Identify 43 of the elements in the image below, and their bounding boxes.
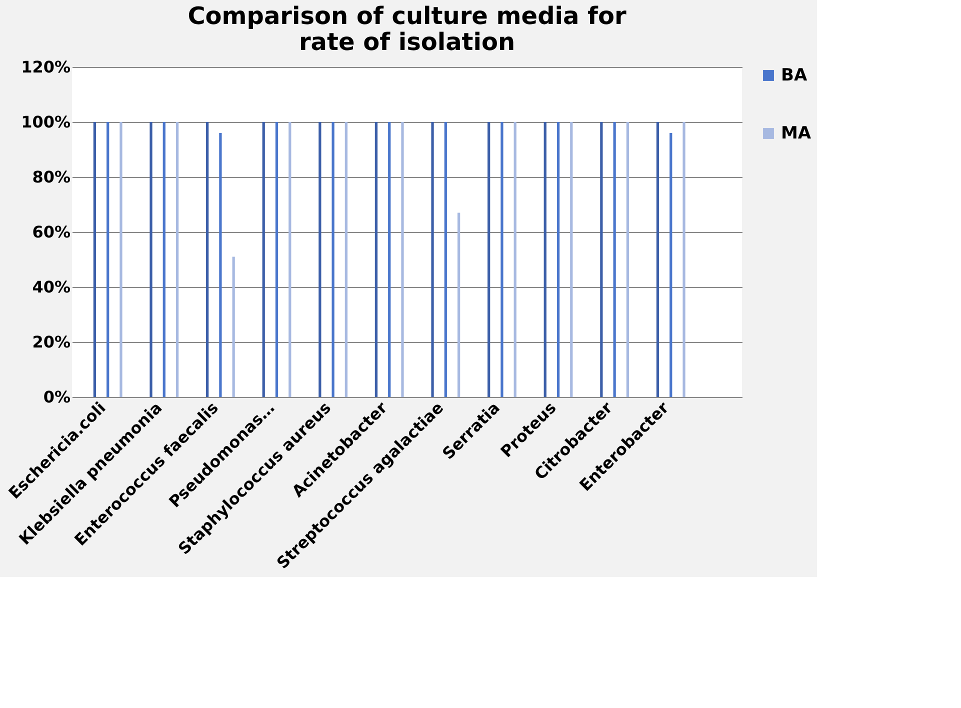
y-tick-label: 120% — [21, 58, 70, 76]
legend-label: BA — [781, 66, 808, 86]
bar — [656, 122, 660, 397]
bar — [600, 122, 603, 397]
bar — [431, 122, 434, 397]
bar — [544, 122, 546, 397]
bar — [275, 122, 278, 397]
bar — [288, 122, 292, 397]
bar — [162, 122, 166, 397]
y-tick-label: 80% — [32, 168, 70, 186]
bar — [344, 122, 348, 397]
bar — [150, 122, 152, 397]
bar — [613, 122, 616, 397]
bar — [514, 122, 516, 397]
bar — [670, 133, 672, 397]
bar — [176, 122, 179, 397]
bar — [500, 122, 504, 397]
bar — [318, 122, 322, 397]
bar — [626, 122, 630, 397]
y-tick-label: 60% — [32, 222, 70, 242]
bar — [457, 212, 460, 397]
bar — [374, 122, 378, 397]
bar — [401, 122, 404, 397]
bar — [262, 122, 265, 397]
y-tick-label: 20% — [32, 332, 70, 352]
bar — [219, 133, 222, 397]
y-tick-label: 0% — [43, 388, 70, 406]
bar — [232, 256, 235, 397]
bar — [106, 122, 110, 397]
chart-title: Comparison of culture media for rate of isolation — [188, 2, 626, 56]
bar — [120, 122, 122, 397]
bar — [556, 122, 560, 397]
bar — [332, 122, 334, 397]
y-tick-label: 40% — [32, 278, 70, 296]
bar — [570, 122, 573, 397]
bar — [682, 122, 686, 397]
legend-label: MA — [781, 124, 812, 144]
bar — [488, 122, 490, 397]
bar — [93, 122, 96, 397]
bar — [388, 122, 391, 397]
bar — [444, 122, 447, 397]
y-tick-label: 100% — [21, 112, 70, 132]
bar — [206, 122, 209, 397]
